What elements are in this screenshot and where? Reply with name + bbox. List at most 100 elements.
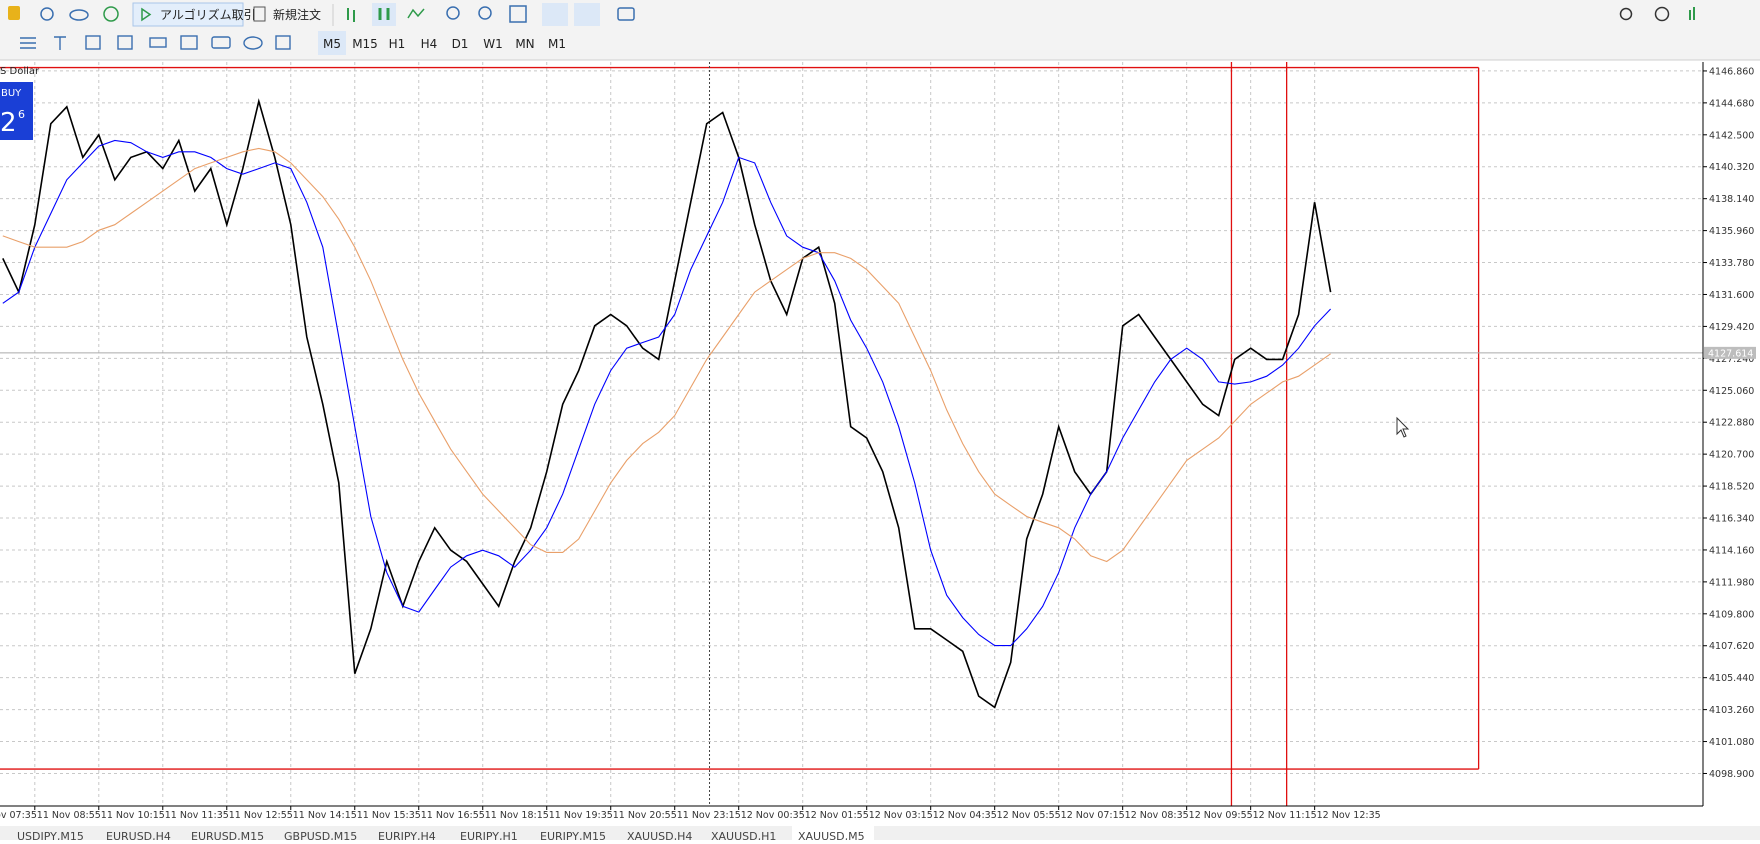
- timeframe-button[interactable]: W1: [483, 37, 503, 51]
- chart-tab[interactable]: GBPUSD,M15: [284, 830, 357, 843]
- bar-chart-icon[interactable]: [347, 8, 355, 22]
- x-tick-label: 11 Nov 10:15: [101, 810, 165, 821]
- account-icon[interactable]: [1654, 6, 1670, 22]
- chart-tab[interactable]: EURUSD,M15: [191, 830, 264, 843]
- chart-tab[interactable]: XAUUSD,M5: [798, 830, 865, 843]
- indicator-tool[interactable]: [180, 35, 198, 50]
- x-tick-label: 11 Nov 11:35: [165, 810, 229, 821]
- x-tick-label: 12 Nov 00:35: [741, 810, 805, 821]
- chart-tab[interactable]: EURJPY,H1: [460, 830, 518, 843]
- chart-objects: [0, 62, 1703, 806]
- screenshot-icon[interactable]: [617, 7, 635, 21]
- buy-price-points: 6: [18, 108, 25, 121]
- timeframe-button[interactable]: D1: [452, 37, 469, 51]
- timeframe-button[interactable]: MN: [515, 37, 534, 51]
- y-tick-label: 4107.620: [1709, 641, 1754, 652]
- y-tick-label: 4138.140: [1709, 194, 1754, 205]
- drawing-tools: [20, 35, 291, 50]
- search-icon[interactable]: [1619, 7, 1633, 21]
- x-tick-label: 11 Nov 15:35: [357, 810, 421, 821]
- chart-tab[interactable]: EURJPY,H4: [378, 830, 436, 843]
- autoscroll-button[interactable]: [542, 3, 568, 26]
- shift-button[interactable]: [574, 3, 600, 26]
- chart-tab[interactable]: EURUSD,H4: [106, 830, 171, 843]
- one-click-trade-panel[interactable]: [0, 82, 33, 140]
- candle-chart-button[interactable]: [372, 3, 396, 26]
- y-tick-label: 4114.160: [1709, 545, 1754, 556]
- y-tick-label: 4131.600: [1709, 290, 1754, 301]
- y-tick-label: 4098.900: [1709, 769, 1754, 780]
- signal-icon[interactable]: [40, 7, 54, 21]
- buy-label[interactable]: BUY: [1, 88, 22, 99]
- y-tick-label: 4129.420: [1709, 322, 1754, 333]
- chart-tab[interactable]: XAUUSD,H1: [711, 830, 776, 843]
- x-tick-label: 12 Nov 11:15: [1253, 810, 1317, 821]
- timeframe-button[interactable]: M15: [352, 37, 378, 51]
- lock-icon[interactable]: [8, 6, 20, 20]
- current-price-box: [1704, 346, 1756, 359]
- play-icon: [141, 7, 152, 22]
- x-tick-label: 12 Nov 09:55: [1189, 810, 1253, 821]
- lines-tool[interactable]: [20, 37, 36, 49]
- cloud-icon[interactable]: [69, 9, 89, 21]
- mouse-cursor: [1396, 416, 1410, 438]
- x-tick-label: 12 Nov 04:35: [933, 810, 997, 821]
- line-chart-icon[interactable]: [407, 8, 425, 19]
- y-tick-label: 4101.080: [1709, 737, 1754, 748]
- toolbar-bg: [0, 0, 1760, 60]
- x-tick-label: 11 Nov 07:35: [0, 810, 37, 821]
- timeframe-button[interactable]: M5: [323, 37, 341, 51]
- ok-tool[interactable]: [211, 36, 231, 49]
- vps-icon[interactable]: [103, 6, 119, 22]
- new-order-icon: [253, 6, 266, 22]
- y-tick-label: 4120.700: [1709, 450, 1754, 461]
- y-tick-label: 4133.780: [1709, 258, 1754, 269]
- chart-tab[interactable]: XAUUSD,H4: [627, 830, 692, 843]
- tabs-bg: [0, 826, 1760, 840]
- axes: 4146.860 4144.680 4142.500 4140.320 4138.140…: [0, 66, 1756, 821]
- timeframe-button[interactable]: M1: [548, 37, 566, 51]
- x-tick-label: 11 Nov 20:55: [613, 810, 677, 821]
- plot-area: [0, 62, 1703, 806]
- y-tick-label: 4109.800: [1709, 609, 1754, 620]
- timeframe-button[interactable]: H1: [389, 37, 406, 51]
- shapes-tool[interactable]: [243, 36, 263, 50]
- y-tick-label: 4111.980: [1709, 577, 1754, 588]
- rect-tool[interactable]: [85, 35, 101, 50]
- chart-tab[interactable]: USDJPY,M15: [17, 830, 84, 843]
- y-tick-label: 4116.340: [1709, 514, 1754, 525]
- objects-tool[interactable]: [275, 35, 291, 50]
- y-tick-label: 4125.060: [1709, 386, 1754, 397]
- x-tick-label: 12 Nov 03:15: [869, 810, 933, 821]
- label-tool[interactable]: [117, 35, 133, 50]
- x-tick-label: 11 Nov 12:55: [229, 810, 293, 821]
- x-tick-label: 11 Nov 18:15: [485, 810, 549, 821]
- symbol-label: S Dollar: [0, 66, 40, 77]
- x-tick-label: 11 Nov 19:35: [549, 810, 613, 821]
- ruler-tool[interactable]: [149, 37, 167, 48]
- timeframe-button[interactable]: H4: [421, 37, 438, 51]
- y-tick-label: 4140.320: [1709, 162, 1754, 173]
- series-line: [2, 139, 1331, 647]
- text-tool[interactable]: [54, 36, 66, 50]
- x-tick-label: 12 Nov 12:35: [1317, 810, 1381, 821]
- y-tick-label: 4122.880: [1709, 418, 1754, 429]
- x-tick-label: 11 Nov 14:15: [293, 810, 357, 821]
- x-tick-label: 12 Nov 08:35: [1125, 810, 1189, 821]
- x-tick-label: 12 Nov 05:55: [997, 810, 1061, 821]
- algo-trading-button[interactable]: [132, 2, 244, 27]
- zoom-out-icon[interactable]: [478, 6, 492, 20]
- active-timeframe-bg: [318, 31, 346, 55]
- new-order-label[interactable]: 新規注文: [273, 7, 321, 22]
- buy-price: 2: [0, 108, 17, 138]
- zoom-in-icon[interactable]: [446, 6, 460, 20]
- candle-icon: [378, 8, 390, 20]
- y-tick-label: 4103.260: [1709, 705, 1754, 716]
- x-tick-label: 11 Nov 08:55: [37, 810, 101, 821]
- grid: [0, 62, 1703, 806]
- tile-icon[interactable]: [509, 5, 527, 23]
- chart-tab[interactable]: EURJPY,M15: [540, 830, 606, 843]
- y-tick-label: 4146.860: [1709, 66, 1754, 77]
